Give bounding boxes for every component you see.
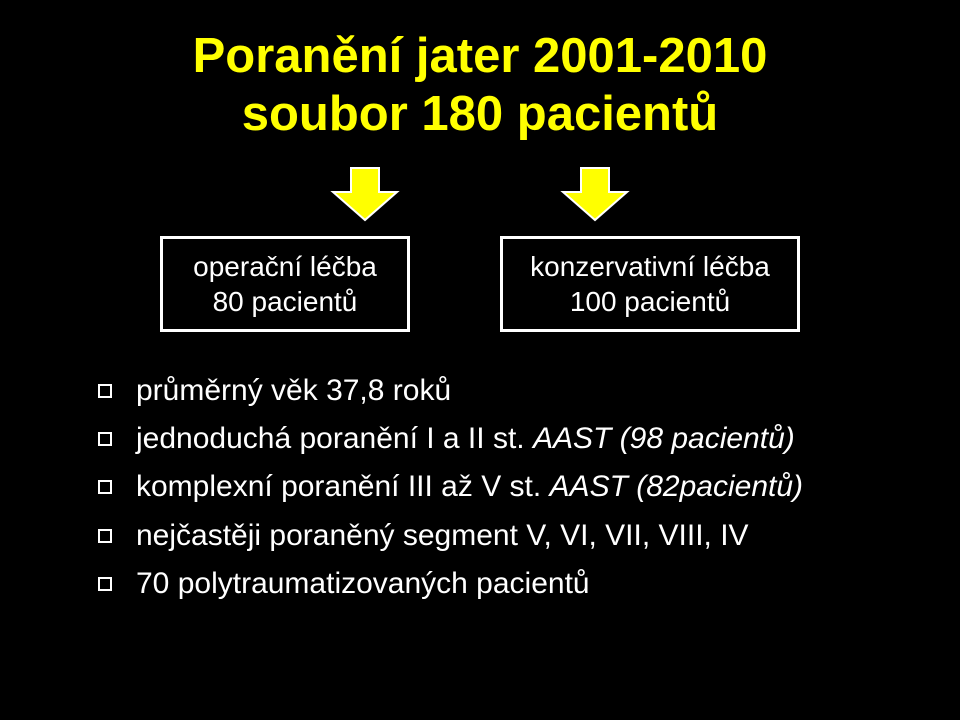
list-item: nejčastěji poraněný segment V, VI, VII, … xyxy=(98,517,910,555)
bullet-text: průměrný věk 37,8 roků xyxy=(136,372,451,410)
bullet-icon xyxy=(98,577,112,591)
box-right-line1: konzervativní léčba xyxy=(530,251,770,282)
bullet-text: jednoduchá poranění I a II st. AAST (98 … xyxy=(136,420,795,458)
title-line1: Poranění jater 2001-2010 xyxy=(193,29,768,83)
boxes-row: operační léčba 80 pacientů konzervativní… xyxy=(50,236,910,332)
bullet-icon xyxy=(98,384,112,398)
bullet-list: průměrný věk 37,8 roků jednoduchá poraně… xyxy=(98,372,910,604)
box-left-line1: operační léčba xyxy=(193,251,377,282)
bullet-text: komplexní poranění III až V st. AAST (82… xyxy=(136,468,803,506)
bullet-italic: AAST (98 pacientů) xyxy=(533,422,795,455)
list-item: 70 polytraumatizovaných pacientů xyxy=(98,565,910,603)
slide-title: Poranění jater 2001-2010 soubor 180 paci… xyxy=(50,28,910,144)
arrows-row xyxy=(50,166,910,222)
box-left-line2: 80 pacientů xyxy=(213,286,358,317)
bullet-icon xyxy=(98,480,112,494)
bullet-pre: jednoduchá poranění I a II st. xyxy=(136,422,533,455)
bullet-pre: komplexní poranění III až V st. xyxy=(136,470,550,503)
down-arrow-icon xyxy=(329,166,401,222)
list-item: jednoduchá poranění I a II st. AAST (98 … xyxy=(98,420,910,458)
bullet-pre: průměrný věk 37,8 roků xyxy=(136,374,451,407)
bullet-pre: 70 polytraumatizovaných pacientů xyxy=(136,567,590,600)
arrow-right-wrap xyxy=(555,166,635,222)
bullet-icon xyxy=(98,529,112,543)
list-item: průměrný věk 37,8 roků xyxy=(98,372,910,410)
bullet-text: 70 polytraumatizovaných pacientů xyxy=(136,565,590,603)
box-right-line2: 100 pacientů xyxy=(570,286,730,317)
slide: Poranění jater 2001-2010 soubor 180 paci… xyxy=(0,0,960,720)
box-conservative: konzervativní léčba 100 pacientů xyxy=(500,236,800,332)
box-operative: operační léčba 80 pacientů xyxy=(160,236,410,332)
title-line2: soubor 180 pacientů xyxy=(242,87,719,141)
arrow-left-wrap xyxy=(325,166,405,222)
bullet-text: nejčastěji poraněný segment V, VI, VII, … xyxy=(136,517,749,555)
bullet-italic: AAST (82pacientů) xyxy=(550,470,803,503)
list-item: komplexní poranění III až V st. AAST (82… xyxy=(98,468,910,506)
bullet-pre: nejčastěji poraněný segment V, VI, VII, … xyxy=(136,519,749,552)
bullet-icon xyxy=(98,432,112,446)
down-arrow-icon xyxy=(559,166,631,222)
